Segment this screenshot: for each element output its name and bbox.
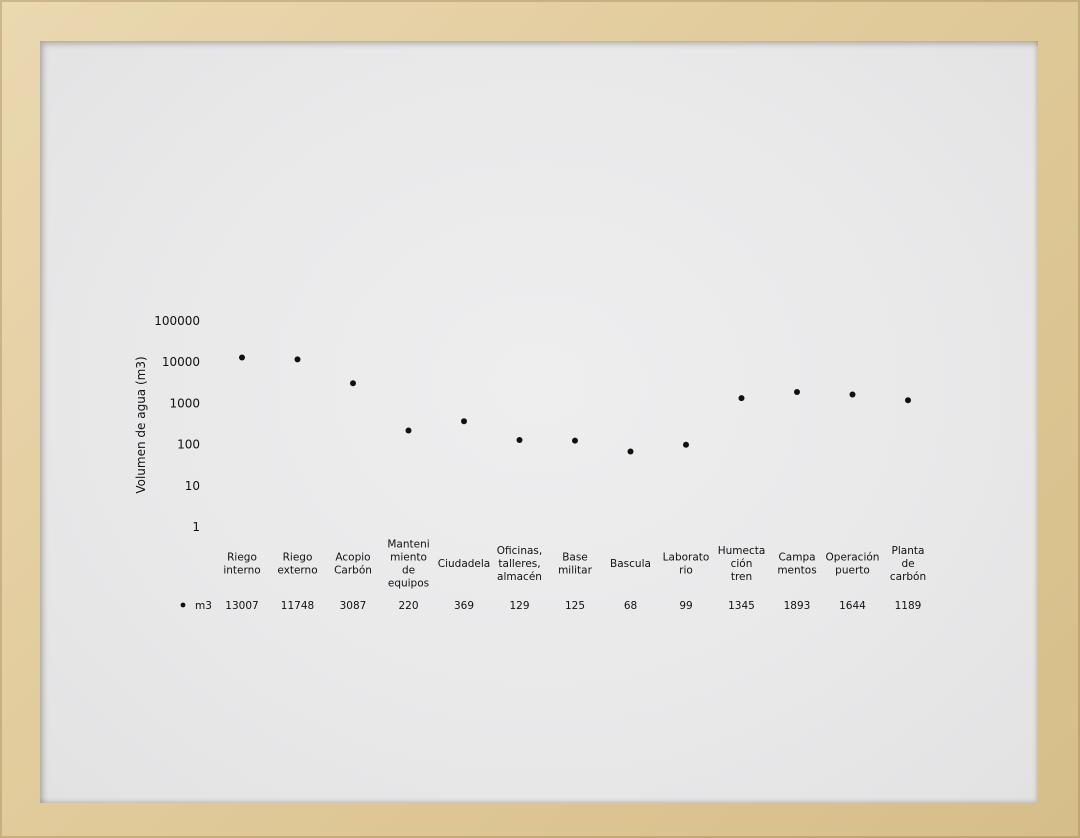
category-label-line: equipos [388,578,429,590]
value-label: 13007 [225,600,258,612]
y-tick-label: 10 [185,479,200,493]
category-label: Acopio Carbón [334,552,372,577]
category-label: Oficinas, talleres, almacén [497,545,542,583]
category-label-line: rio [679,565,693,577]
category-label: Base militar [558,552,593,577]
y-tick-label: 100000 [154,314,200,328]
value-label: 99 [679,600,692,612]
category-label-line: Manteni [387,539,429,551]
category-label-line: Riego [283,552,313,564]
category-label: Campa mentos [777,552,816,577]
category-label: Humecta ción tren [718,545,766,583]
data-point [572,437,578,444]
category-label: Operación puerto [826,552,880,577]
data-table-row: m3 [180,600,212,612]
category-label-line: miento [390,552,427,564]
category-label: Ciudadela [438,558,490,570]
category-label-line: Humecta [718,545,766,557]
data-point [683,441,689,448]
y-tick-label: 100 [177,438,200,452]
value-label: 11748 [281,600,314,612]
category-label: Riego interno [223,552,260,577]
data-point [294,356,301,363]
data-points [239,354,911,455]
category-label: Riego externo [277,552,317,577]
category-label-line: Ciudadela [438,558,490,570]
category-label: Manteni miento de equipos [387,539,429,590]
y-axis-title: Volumen de agua (m3) [134,356,148,493]
category-label-line: mentos [777,565,816,577]
data-point [849,391,856,398]
value-label: 125 [565,600,585,612]
category-label-line: almacén [497,571,542,583]
value-labels: 13007 11748 3087 220 369 129 125 68 99 1345 1893 16… [225,600,921,612]
value-label: 1345 [728,600,755,612]
category-label-line: Operación [826,552,880,564]
category-label-line: Riego [227,552,257,564]
y-tick-label: 1000 [169,396,200,410]
category-label-line: Base [562,552,588,564]
category-label-line: puerto [835,565,870,577]
value-label: 1644 [839,600,866,612]
value-label: 220 [398,600,418,612]
data-point [738,395,745,402]
category-label-line: talleres, [498,558,540,570]
data-point [905,397,911,404]
category-label-line: interno [223,565,260,577]
y-tick-label: 1 [192,520,200,534]
legend-label: m3 [195,600,212,612]
category-label-line: Carbón [334,565,372,577]
value-label: 68 [624,600,637,612]
category-label-line: Campa [778,552,815,564]
category-label-line: externo [277,565,317,577]
data-point [350,380,356,387]
category-label-line: Planta [892,545,925,557]
data-point [239,354,245,361]
category-label-line: de [901,558,914,570]
data-point [461,418,467,425]
category-label-line: Acopio [335,552,370,564]
value-label: 369 [454,600,474,612]
category-label-line: Bascula [610,558,651,570]
value-label: 129 [509,600,529,612]
category-label-line: Oficinas, [497,545,542,557]
category-label-line: militar [558,565,593,577]
legend-marker [180,602,186,608]
data-point [405,427,412,434]
value-label: 3087 [340,600,367,612]
category-label-line: Laborato [663,552,710,564]
data-point [627,448,634,455]
category-label: Laborato rio [663,552,710,577]
y-tick-labels: 100000 10000 1000 100 10 1 [154,314,200,534]
category-label: Planta de carbón [890,545,926,583]
category-label-line: tren [731,571,752,583]
category-label-line: ción [731,558,753,570]
value-label: 1893 [784,600,811,612]
value-label: 1189 [895,600,922,612]
category-label: Bascula [610,558,651,570]
data-point [516,437,523,444]
y-tick-label: 10000 [162,355,200,369]
category-label-line: de [402,565,415,577]
category-label-line: carbón [890,571,926,583]
paper-sheet [40,41,1038,803]
data-point [794,388,800,395]
